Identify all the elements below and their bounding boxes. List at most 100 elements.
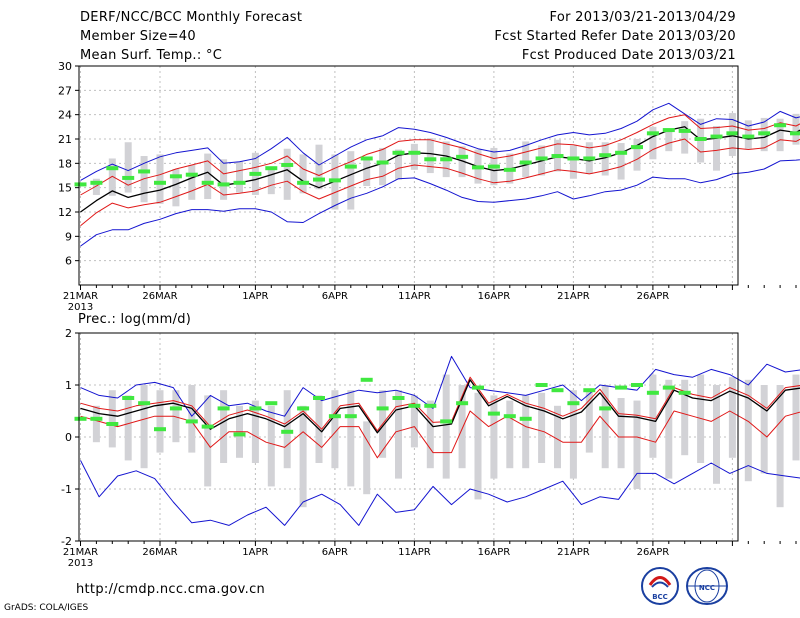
prec-observed-mark (678, 390, 691, 395)
prec-ytick-label: -1 (61, 483, 72, 496)
prec-spread-bar (124, 395, 132, 461)
prec-observed-mark (583, 388, 596, 393)
prec-ytick-label: 0 (65, 431, 72, 444)
temp-spread-bar (315, 144, 323, 190)
temp-observed-mark (169, 174, 182, 179)
ncc-logo-icon: NCC (686, 567, 728, 605)
prec-observed-mark (535, 383, 548, 387)
temp-spread-bar (426, 138, 434, 174)
temp-observed-mark (74, 182, 87, 187)
temp-spread-bar (267, 166, 275, 195)
prec-xtick-label: 11APR (398, 547, 431, 558)
temp-xtick-label: 1APR (242, 291, 268, 302)
prec-observed-mark (519, 416, 532, 421)
temp-observed-mark (456, 154, 469, 159)
prec-spread-bar (601, 385, 609, 469)
temp-observed-mark (297, 180, 310, 185)
prec-spread-bar (458, 385, 466, 469)
temp-observed-mark (583, 156, 596, 161)
prec-spread-bar (363, 421, 371, 495)
prec-observed-mark (503, 414, 516, 419)
temp-xtick-label: 26MAR (142, 291, 177, 302)
temp-observed-mark (313, 177, 325, 182)
temp-observed-mark (710, 134, 723, 139)
prec-observed-mark (297, 406, 310, 411)
prec-spread-bar (506, 400, 514, 469)
temp-min-line (80, 159, 800, 247)
temp-spread-bar (633, 139, 641, 171)
prec-spread-bar (744, 379, 752, 482)
prec-observed-mark (122, 396, 135, 400)
temp-observed-mark (201, 180, 214, 185)
temp-observed-mark (790, 131, 800, 136)
temp-spread-bar (347, 151, 355, 210)
temp-observed-mark (535, 156, 548, 161)
prec-observed-mark (440, 419, 453, 424)
prec-spread-bar (410, 395, 418, 448)
prec-observed-mark (599, 406, 612, 411)
temp-observed-mark (662, 128, 675, 133)
prec-xtick-label: 16APR (478, 547, 511, 558)
bcc-logo-text: BCC (652, 593, 668, 601)
prec-observed-mark (424, 403, 437, 408)
temp-spread-bar (792, 113, 800, 145)
prec-spread-bar (92, 405, 100, 443)
prec-spread-bar (569, 390, 577, 479)
prec-observed-mark (631, 383, 643, 387)
temp-spread-bar (617, 143, 625, 180)
prec-observed-mark (74, 416, 87, 421)
prec-observed-mark (169, 406, 182, 411)
prec-spread-bar (554, 405, 561, 469)
temp-ytick-label: 21 (58, 133, 72, 146)
temp-observed-mark (90, 180, 103, 185)
temp-observed-mark (551, 154, 564, 159)
temp-observed-mark (376, 160, 389, 165)
temp-observed-mark (281, 162, 294, 167)
prec-spread-bar (172, 390, 180, 443)
prec-observed-mark (456, 401, 469, 406)
temp-observed-mark (217, 182, 230, 187)
prec-spread-bar (681, 379, 689, 456)
prec-spread-bar (299, 405, 307, 508)
temp-observed-mark (758, 131, 771, 136)
temp-spread-bar (379, 147, 387, 186)
prec-observed-mark (265, 401, 278, 406)
temp-spread-bar (204, 153, 212, 200)
temp-spread-bar (172, 169, 180, 207)
prec-max-line (80, 355, 800, 417)
temp-observed-mark (742, 134, 755, 139)
temp-ytick-label: 24 (58, 109, 72, 122)
prec-observed-mark (106, 422, 119, 426)
prec-spread-bar (395, 390, 402, 479)
temp-ytick-label: 15 (58, 182, 72, 195)
temp-observed-mark (503, 167, 516, 172)
temp-xtick-label: 16APR (478, 291, 511, 302)
source-url[interactable]: http://cmdp.ncc.cma.gov.cn (76, 582, 266, 597)
prec-min-line (80, 460, 800, 526)
temp-spread-bar (569, 145, 577, 179)
prec-ytick-label: -2 (61, 535, 72, 548)
variable-label: Mean Surf. Temp.: °C (80, 48, 223, 63)
temp-spread-bar (108, 158, 116, 196)
prec-observed-mark (376, 406, 389, 411)
temp-observed-mark (408, 150, 421, 155)
prec-spread-bar (617, 398, 625, 469)
prec-spread-bar (283, 390, 291, 469)
temp-spread-bar (236, 161, 243, 193)
prec-spread-bar (474, 392, 482, 500)
temp-xtick-label: 21MAR (63, 291, 98, 302)
temp-spread-bar (665, 128, 673, 152)
temp-spread-bar (681, 121, 689, 154)
prec-xtick-label: 26MAR (142, 547, 177, 558)
temp-max-line (80, 102, 800, 181)
prec-spread-bar (792, 374, 800, 461)
temp-observed-mark (519, 160, 532, 165)
prec-spread-bar (426, 400, 434, 469)
prec-spread-bar (220, 390, 228, 463)
chart-title: DERF/NCC/BCC Monthly Forecast (80, 10, 303, 25)
prec-spread-bar (267, 405, 275, 487)
temp-observed-mark (122, 175, 135, 180)
temp-observed-mark (344, 164, 357, 169)
temp-observed-mark (424, 157, 437, 162)
temp-spread-bar (156, 154, 164, 204)
